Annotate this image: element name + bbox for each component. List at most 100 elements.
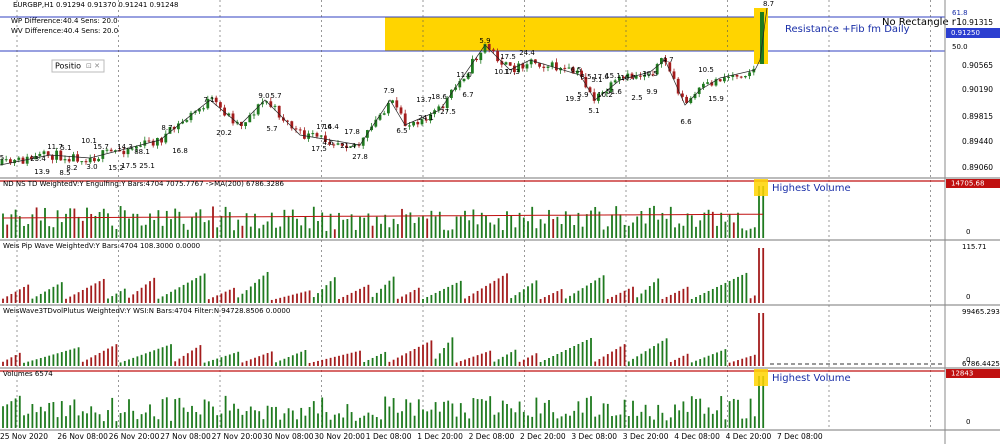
histogram-bar bbox=[174, 361, 177, 366]
histogram-bar bbox=[31, 360, 34, 366]
candle-body bbox=[563, 67, 567, 69]
histogram-bar bbox=[661, 412, 664, 428]
candle-body bbox=[647, 74, 651, 76]
candle-body bbox=[51, 155, 54, 160]
histogram-bar bbox=[132, 357, 135, 366]
histogram-bar bbox=[86, 287, 88, 303]
histogram-bar bbox=[237, 351, 240, 366]
histogram-bar bbox=[388, 227, 391, 238]
histogram-bar bbox=[153, 350, 156, 366]
wave-label: 6.6 bbox=[680, 118, 692, 126]
histogram-bar bbox=[350, 292, 353, 303]
histogram-bar bbox=[216, 358, 219, 366]
wave-label: 5.1 bbox=[591, 76, 602, 84]
panel-label: Volumes 6574 bbox=[3, 370, 53, 378]
histogram-bar bbox=[632, 286, 634, 303]
histogram-bar bbox=[212, 406, 214, 428]
histogram-bar bbox=[241, 362, 244, 366]
histogram-bar bbox=[543, 402, 546, 428]
histogram-bar bbox=[359, 350, 361, 366]
histogram-bar bbox=[262, 224, 265, 238]
histogram-bar bbox=[304, 350, 307, 366]
histogram-bar bbox=[434, 216, 437, 238]
histogram-bar bbox=[569, 415, 571, 428]
histogram-bar bbox=[191, 280, 193, 303]
histogram-bar bbox=[203, 399, 206, 428]
candle-body bbox=[571, 67, 575, 74]
histogram-bar bbox=[716, 225, 718, 238]
histogram-bar bbox=[107, 298, 109, 303]
candle-body bbox=[546, 66, 550, 68]
histogram-bar bbox=[392, 398, 395, 428]
histogram-bar bbox=[665, 420, 668, 428]
histogram-bar bbox=[749, 298, 752, 303]
position-button[interactable] bbox=[51, 59, 105, 73]
wave-label: 10.1 bbox=[494, 68, 510, 76]
histogram-bar bbox=[275, 362, 277, 366]
histogram-bar bbox=[317, 360, 319, 366]
histogram-bar bbox=[543, 297, 546, 303]
histogram-bar bbox=[653, 419, 655, 428]
histogram-bar bbox=[241, 293, 244, 303]
position-button-label[interactable]: Positio bbox=[55, 62, 81, 71]
histogram-bar bbox=[48, 226, 51, 238]
histogram-bar bbox=[291, 294, 294, 303]
histogram-bar bbox=[94, 355, 97, 366]
histogram-bar bbox=[476, 290, 479, 303]
histogram-bar bbox=[304, 415, 307, 428]
axis-max: 115.71 bbox=[962, 243, 987, 251]
histogram-bar bbox=[636, 356, 639, 366]
time-tick: 4 Dec 08:00 bbox=[674, 432, 720, 441]
histogram-bar bbox=[90, 406, 93, 428]
histogram-bar bbox=[644, 404, 647, 428]
histogram-bar bbox=[401, 355, 403, 366]
histogram-bar bbox=[606, 226, 609, 238]
histogram-bar bbox=[266, 221, 269, 238]
histogram-bar bbox=[279, 419, 282, 428]
histogram-bar bbox=[619, 214, 622, 238]
button-icons[interactable]: ⊡ ✕ bbox=[86, 62, 100, 70]
histogram-bar bbox=[350, 214, 353, 238]
candle-body bbox=[298, 129, 302, 131]
histogram-bar bbox=[27, 284, 30, 303]
wave-label: 3.0 bbox=[86, 163, 97, 171]
moving-average bbox=[2, 213, 764, 219]
histogram-bar bbox=[497, 412, 500, 428]
candle-body bbox=[639, 75, 642, 77]
histogram-bar bbox=[338, 355, 340, 366]
histogram-bar bbox=[338, 212, 340, 238]
histogram-bar bbox=[497, 218, 500, 238]
candle-body bbox=[185, 120, 189, 122]
wave-label: 16.8 bbox=[172, 147, 188, 155]
histogram-bar bbox=[300, 351, 303, 366]
histogram-bar bbox=[602, 275, 605, 303]
histogram-bar bbox=[245, 411, 248, 428]
histogram-bar bbox=[459, 403, 462, 428]
histogram-bar bbox=[98, 352, 101, 366]
wave-label: 20.2 bbox=[216, 129, 232, 137]
histogram-bar bbox=[157, 298, 160, 303]
histogram-bar bbox=[207, 299, 210, 303]
histogram-bar bbox=[703, 413, 706, 428]
histogram-bar bbox=[485, 352, 487, 366]
histogram-bar bbox=[581, 288, 584, 303]
histogram-bar bbox=[401, 296, 403, 303]
histogram-bar bbox=[207, 220, 210, 238]
histogram-bar bbox=[182, 284, 185, 303]
histogram-bar bbox=[548, 357, 550, 366]
histogram-bar bbox=[741, 358, 744, 366]
histogram-bar bbox=[602, 403, 605, 428]
candle-body bbox=[706, 82, 709, 84]
histogram-bar bbox=[275, 298, 277, 303]
histogram-bar bbox=[426, 296, 429, 303]
histogram-bar bbox=[468, 418, 471, 428]
candle-body bbox=[42, 151, 46, 154]
histogram-bar bbox=[220, 293, 223, 303]
candle-body bbox=[689, 98, 693, 104]
histogram-bar bbox=[77, 216, 80, 238]
histogram-bar bbox=[69, 349, 72, 366]
histogram-bar bbox=[115, 344, 118, 366]
histogram-bar bbox=[560, 289, 563, 303]
histogram-bar bbox=[35, 359, 38, 366]
histogram-bar bbox=[6, 359, 9, 366]
